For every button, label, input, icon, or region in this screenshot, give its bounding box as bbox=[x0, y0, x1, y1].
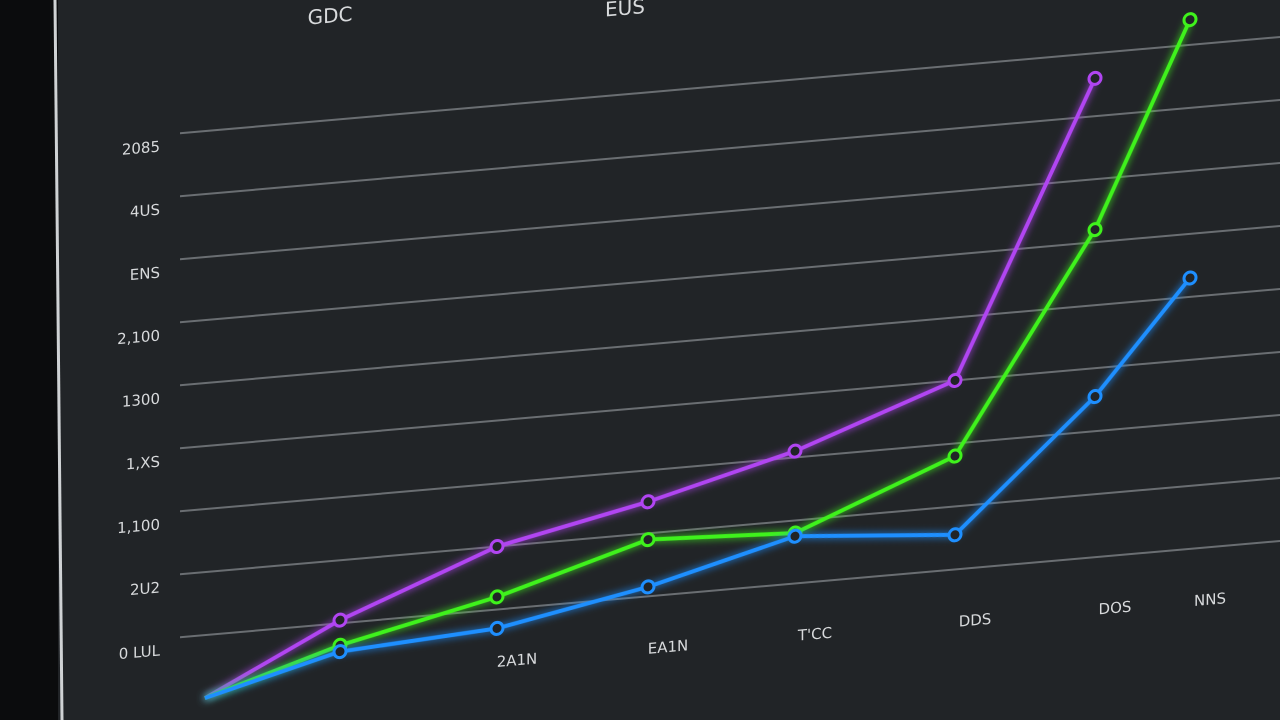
series-line bbox=[204, 276, 1192, 700]
point-marker bbox=[489, 620, 505, 636]
screen-edge bbox=[53, 0, 64, 720]
y-tick-label: 4US bbox=[130, 201, 160, 222]
grid-line bbox=[180, 97, 1280, 198]
point-marker bbox=[787, 528, 803, 544]
y-tick-label: 1,100 bbox=[117, 516, 160, 538]
point-marker bbox=[787, 443, 803, 459]
point-marker bbox=[947, 527, 963, 543]
point-marker bbox=[489, 589, 505, 605]
y-tick-label: 1300 bbox=[122, 390, 160, 411]
y-tick-label: 2U2 bbox=[130, 579, 160, 600]
grid-line bbox=[180, 538, 1280, 639]
point-marker bbox=[332, 644, 348, 660]
y-tick-label: 2085 bbox=[122, 138, 160, 159]
point-marker bbox=[1087, 70, 1103, 86]
point-marker bbox=[1087, 389, 1103, 405]
point-marker bbox=[947, 372, 963, 388]
grid-line bbox=[180, 349, 1280, 450]
series-line bbox=[204, 18, 1192, 700]
chart-subtitle: EUS bbox=[605, 0, 645, 22]
grid-line bbox=[180, 412, 1280, 513]
point-marker bbox=[947, 448, 963, 464]
plot: GDC EUS 0 LUL 2U2 1,100 1,XS 1300 2,100 ENS 4US… bbox=[117, 0, 1280, 700]
grid-line bbox=[180, 286, 1280, 387]
grid-line bbox=[180, 475, 1280, 576]
x-tick-label: T'CC bbox=[797, 624, 832, 645]
point-marker bbox=[332, 612, 348, 628]
y-tick-label: 0 LUL bbox=[119, 641, 161, 663]
y-tick-label: 2,100 bbox=[117, 327, 160, 349]
x-tick-label: DOS bbox=[1099, 598, 1132, 619]
grid-line bbox=[180, 34, 1280, 135]
point-marker bbox=[640, 579, 656, 595]
x-tick-label: DDS bbox=[959, 610, 992, 631]
point-marker bbox=[1182, 270, 1198, 286]
point-marker bbox=[640, 494, 656, 510]
point-marker bbox=[1182, 12, 1198, 28]
x-tick-label: 2A1N bbox=[497, 650, 538, 672]
chart-title: GDC bbox=[308, 2, 353, 30]
grid-line bbox=[180, 160, 1280, 261]
point-marker bbox=[640, 532, 656, 548]
x-tick-label: EA1N bbox=[648, 636, 688, 658]
point-marker bbox=[489, 538, 505, 555]
grid-line bbox=[180, 223, 1280, 324]
screen bbox=[58, 0, 1280, 720]
x-tick-label: NNS bbox=[1194, 589, 1226, 610]
point-marker bbox=[1087, 222, 1103, 238]
y-tick-label: ENS bbox=[130, 264, 160, 285]
y-tick-label: 1,XS bbox=[126, 453, 160, 474]
